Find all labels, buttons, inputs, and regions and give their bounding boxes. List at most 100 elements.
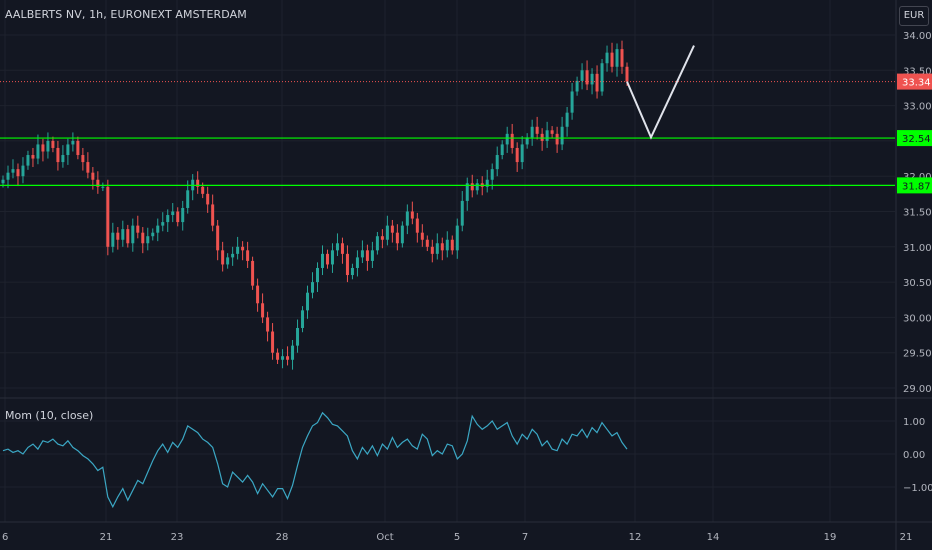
candle-body [595,73,599,92]
momentum-indicator-title[interactable]: Mom (10, close) [5,409,94,422]
currency-button[interactable]: EUR [899,6,929,26]
candle-body [121,229,125,240]
time-tick-label: 21 [900,532,913,543]
candle-body [615,49,619,67]
candle-body [271,331,275,353]
symbol-title: AALBERTS NV, 1h, EURONEXT AMSTERDAM [5,8,247,21]
candle-body [46,140,50,152]
price-tick-label: 30.50 [903,278,932,289]
candle-body [570,91,574,113]
candle-body [330,250,334,265]
candle-body [405,211,409,226]
candle-body [246,250,250,261]
candle-body [251,260,255,286]
candle-body [66,144,70,156]
candle-body [400,225,404,244]
candle-body [375,236,379,251]
candle-body [71,140,75,145]
candle-body [550,130,554,134]
level-price-badge-bg [897,130,932,147]
candle-body [166,215,170,223]
last-price-badge: 33.34 [902,78,931,89]
candle-body [141,232,145,244]
candle-body [266,317,270,332]
candle-body [350,267,354,276]
candle-body [600,63,604,92]
price-tick-label: 29.50 [903,349,932,360]
price-tick-label: 30.00 [903,313,932,324]
candle-body [430,246,434,254]
candle-body [11,169,15,173]
candle-body [241,246,245,251]
candle-body [420,232,424,240]
candle-body [1,179,5,184]
price-tick-label: 33.00 [903,102,932,113]
time-tick-label: 23 [171,532,184,543]
candle-body [335,243,339,251]
time-tick-label: 12 [629,532,642,543]
candle-body [410,211,414,219]
candle-body [16,169,20,177]
price-tick-label: 33.50 [903,66,932,77]
candle-body [21,165,25,177]
candle-body [81,155,85,163]
candle-body [136,225,140,233]
candle-body [106,186,110,247]
candle-body [151,232,155,237]
candle-body [385,225,389,240]
candle-body [286,356,290,360]
candle-body [445,239,449,251]
candle-body [126,229,130,244]
indicator-tick-label: 0.00 [903,450,925,461]
momentum-line [2,411,628,509]
candle-body [26,155,30,166]
candle-body [236,246,240,254]
candle-body [495,155,499,170]
candle-body [221,250,225,265]
candle-body [580,70,584,81]
price-tick-label: 29.00 [903,384,932,395]
candle-body [620,49,624,67]
candle-body [460,200,464,226]
level-price-badge: 32.54 [902,134,931,145]
candle-body [585,70,589,85]
time-tick-label: 6 [2,532,8,543]
candle-body [86,162,90,173]
candle-body [455,225,459,251]
candle-body [510,133,514,148]
candle-body [276,352,280,360]
candle-body [226,257,230,265]
candle-body [91,172,95,180]
candle-body [176,211,180,223]
candle-body [51,140,55,148]
candle-body [360,250,364,258]
candle-body [325,253,329,265]
candle-body [196,179,200,187]
candle-body [206,193,210,205]
last-price-badge-bg [897,73,932,90]
candle-body [61,155,65,163]
candle-body [201,186,205,194]
time-tick-label: 14 [707,532,720,543]
candle-body [306,292,310,311]
candle-body [56,147,60,163]
candle-body [261,303,265,318]
candle-body [395,232,399,244]
candle-body [530,126,534,138]
candle-body [340,243,344,254]
time-tick-label: 7 [522,532,528,543]
candle-body [415,218,419,233]
candle-body [171,211,175,216]
candle-body [31,155,35,159]
candle-body [515,147,519,163]
level-price-badge: 31.87 [902,181,931,192]
candle-body [161,222,165,226]
time-tick-label: Oct [376,532,393,543]
candle-body [490,169,494,180]
candle-body [545,130,549,141]
candle-body [101,186,105,188]
candle-body [186,190,190,208]
candle-body [560,126,564,145]
